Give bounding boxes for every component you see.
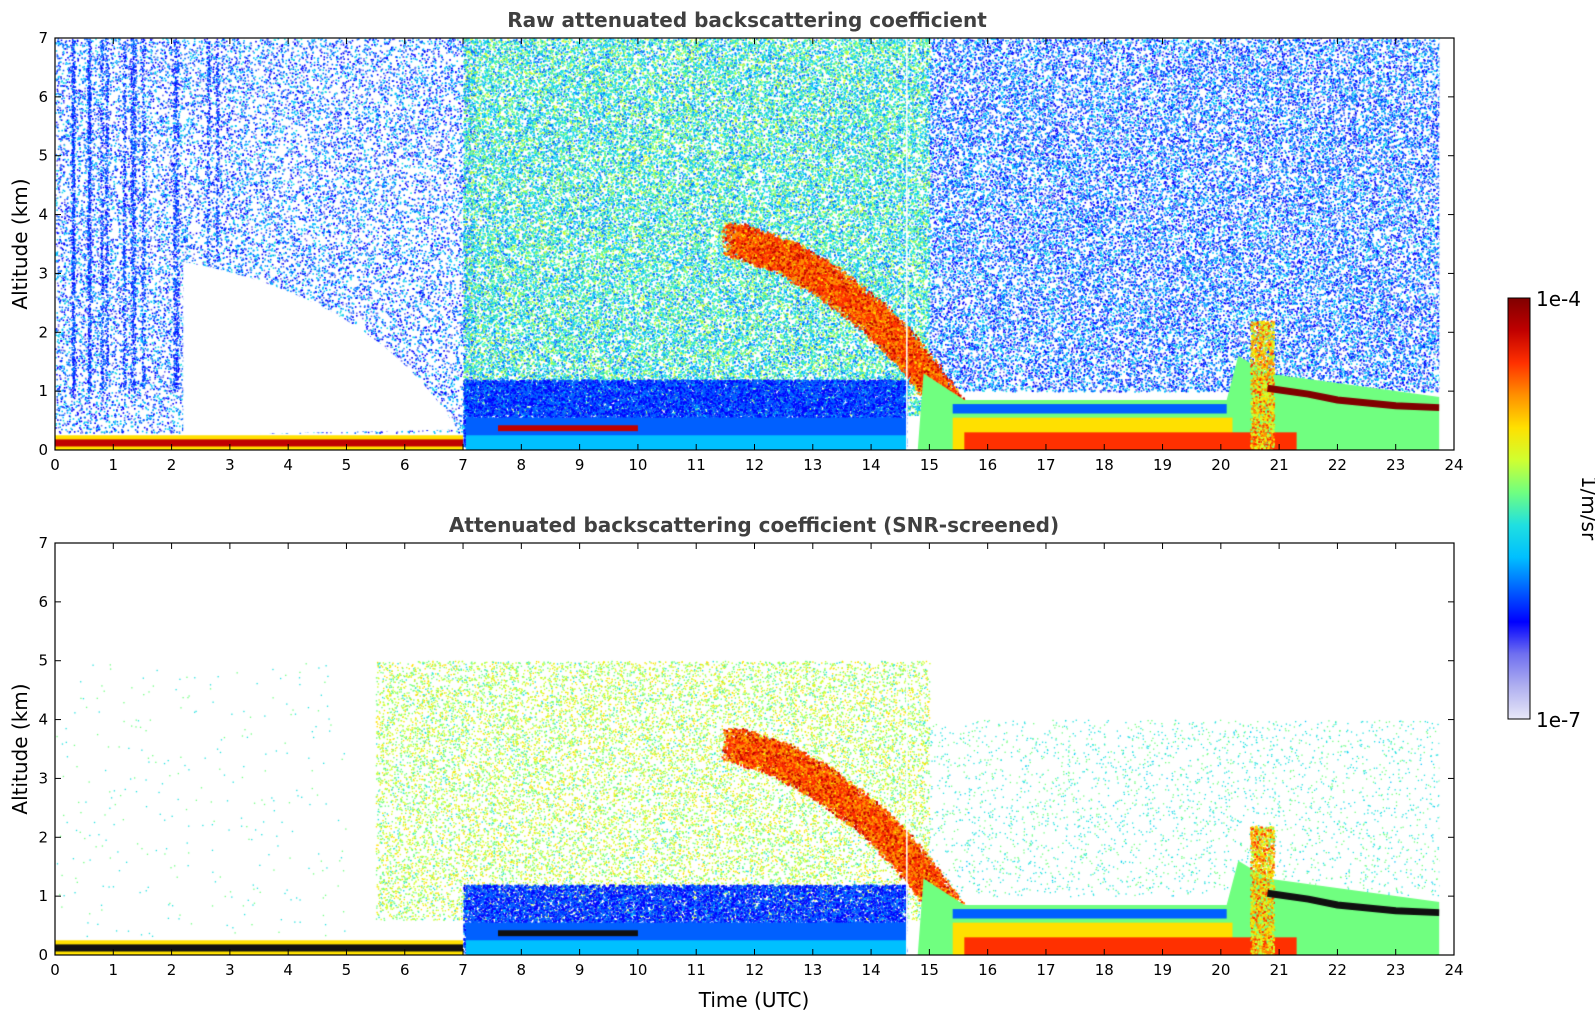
- y-axis-label: Altitude (km): [8, 178, 32, 309]
- x-tick-label: 9: [575, 456, 585, 474]
- x-tick-label: 12: [745, 961, 764, 979]
- x-tick-label: 9: [575, 961, 585, 979]
- axis-ticks: 0 1 2 3 4 5 6 7 8 9 10 11 12 13 14 15 16 17 18 19 20 21 22 23 24…: [38, 534, 1463, 979]
- x-tick-label: 2: [167, 456, 177, 474]
- x-tick-label: 4: [283, 961, 293, 979]
- x-tick-label: 20: [1211, 456, 1230, 474]
- x-tick-label: 19: [1153, 961, 1172, 979]
- panel-title: Raw attenuated backscattering coefficien…: [507, 8, 987, 32]
- y-axis-label: Altitude (km): [8, 683, 32, 814]
- y-tick-label: 2: [38, 323, 48, 341]
- x-tick-label: 10: [628, 456, 647, 474]
- colorbar-max-label: 1e-4: [1536, 287, 1581, 311]
- x-tick-label: 18: [1095, 961, 1114, 979]
- panel-title: Attenuated backscattering coefficient (S…: [449, 513, 1059, 537]
- y-tick-label: 3: [38, 769, 48, 787]
- x-tick-label: 15: [920, 961, 939, 979]
- x-tick-label: 0: [50, 961, 60, 979]
- x-tick-label: 21: [1270, 961, 1289, 979]
- x-tick-label: 16: [978, 456, 997, 474]
- x-tick-label: 17: [1036, 456, 1055, 474]
- x-tick-label: 20: [1211, 961, 1230, 979]
- x-tick-label: 6: [400, 456, 410, 474]
- backscatter-field: [55, 38, 1454, 450]
- x-tick-label: 23: [1386, 456, 1405, 474]
- colorbar-unit-label: 1/m/sr: [1577, 476, 1595, 541]
- heatmap-image: [55, 543, 1454, 955]
- x-tick-label: 15: [920, 456, 939, 474]
- y-tick-label: 0: [38, 441, 48, 459]
- y-tick-label: 1: [38, 887, 48, 905]
- x-tick-label: 1: [109, 961, 119, 979]
- x-tick-label: 11: [687, 456, 706, 474]
- x-tick-label: 2: [167, 961, 177, 979]
- y-tick-label: 3: [38, 264, 48, 282]
- x-tick-label: 22: [1328, 456, 1347, 474]
- x-tick-label: 24: [1444, 456, 1463, 474]
- x-tick-label: 4: [283, 456, 293, 474]
- x-tick-label: 1: [109, 456, 119, 474]
- y-tick-label: 5: [38, 147, 48, 165]
- x-axis-label: Time (UTC): [698, 988, 810, 1012]
- x-tick-label: 23: [1386, 961, 1405, 979]
- y-tick-label: 1: [38, 382, 48, 400]
- x-tick-label: 5: [342, 456, 352, 474]
- x-tick-label: 18: [1095, 456, 1114, 474]
- x-tick-label: 10: [628, 961, 647, 979]
- x-tick-label: 19: [1153, 456, 1172, 474]
- x-tick-label: 22: [1328, 961, 1347, 979]
- y-tick-label: 7: [38, 534, 48, 552]
- y-tick-label: 4: [38, 711, 48, 729]
- x-tick-label: 5: [342, 961, 352, 979]
- x-tick-label: 7: [458, 961, 468, 979]
- x-tick-label: 11: [687, 961, 706, 979]
- x-tick-label: 3: [225, 961, 235, 979]
- x-tick-label: 8: [517, 456, 527, 474]
- colorbar: 1e-4 1e-7 1/m/sr: [1507, 287, 1595, 732]
- colorbar-scale: [1507, 297, 1531, 720]
- x-tick-label: 14: [862, 456, 881, 474]
- heatmap-image: [55, 38, 1454, 450]
- x-tick-label: 13: [803, 961, 822, 979]
- x-tick-label: 17: [1036, 961, 1055, 979]
- x-tick-label: 12: [745, 456, 764, 474]
- x-tick-label: 3: [225, 456, 235, 474]
- colorbar-min-label: 1e-7: [1536, 708, 1581, 732]
- plot-frame: [54, 542, 1455, 956]
- y-tick-label: 5: [38, 652, 48, 670]
- y-tick-label: 6: [38, 593, 48, 611]
- y-tick-label: 4: [38, 206, 48, 224]
- x-tick-label: 14: [862, 961, 881, 979]
- x-tick-label: 6: [400, 961, 410, 979]
- x-tick-label: 7: [458, 456, 468, 474]
- y-tick-label: 2: [38, 828, 48, 846]
- axis-ticks: 0 1 2 3 4 5 6 7 8 9 10 11 12 13 14 15 16 17 18 19 20 21 22 23 24…: [38, 29, 1463, 474]
- x-tick-label: 0: [50, 456, 60, 474]
- plot-frame: [54, 37, 1455, 451]
- y-tick-label: 0: [38, 946, 48, 964]
- y-tick-label: 6: [38, 88, 48, 106]
- x-tick-label: 16: [978, 961, 997, 979]
- x-tick-label: 24: [1444, 961, 1463, 979]
- y-tick-label: 7: [38, 29, 48, 47]
- x-tick-label: 8: [517, 961, 527, 979]
- raw-backscatter-panel: Raw attenuated backscattering coefficien…: [8, 8, 1464, 474]
- x-tick-label: 13: [803, 456, 822, 474]
- backscatter-field: [55, 543, 1454, 955]
- x-tick-label: 21: [1270, 456, 1289, 474]
- screened-backscatter-panel: Attenuated backscattering coefficient (S…: [8, 513, 1464, 1012]
